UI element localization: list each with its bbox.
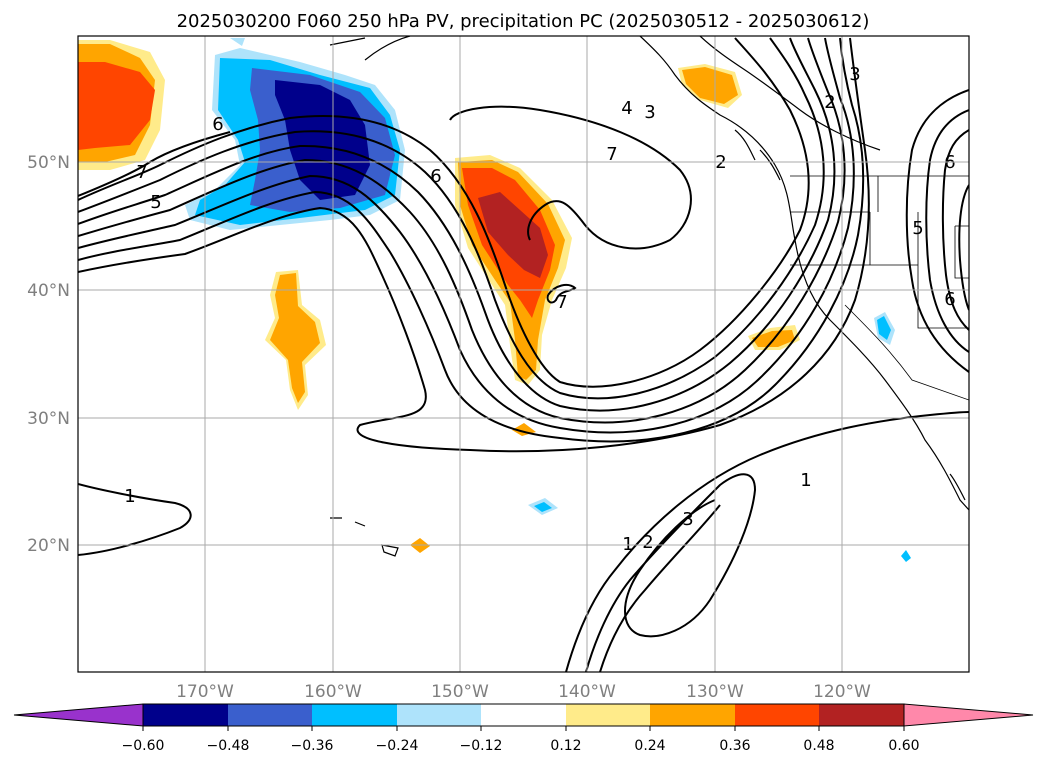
colorbar-segment [397, 704, 481, 726]
colorbar-tick-label: −0.60 [122, 738, 165, 754]
colorbar-ticks [142, 726, 905, 731]
colorbar: −0.60 −0.48 −0.36 −0.24 −0.12 0.12 0.24 … [13, 703, 1034, 754]
lon-label: 130°W [686, 682, 744, 702]
lon-label: 160°W [304, 682, 362, 702]
colorbar-tick-label: −0.48 [207, 738, 250, 754]
contour-label: 3 [644, 102, 655, 123]
colorbar-tick-label: 0.60 [888, 738, 919, 754]
lat-label: 50°N [27, 153, 70, 173]
colorbar-segment [735, 704, 819, 726]
state-borders [790, 175, 969, 401]
colorbar-extend-high [903, 703, 1034, 727]
latitude-labels: 50°N 40°N 30°N 20°N [27, 153, 70, 556]
contour-label: 3 [682, 509, 693, 530]
lon-label: 140°W [558, 682, 616, 702]
colorbar-tick-label: 0.36 [719, 738, 750, 754]
contour-label: 1 [800, 470, 811, 491]
colorbar-segment [566, 704, 650, 726]
map-title: 2025030200 F060 250 hPa PV, precipitatio… [177, 11, 870, 32]
colorbar-extend-low [13, 703, 144, 727]
lon-label: 120°W [813, 682, 871, 702]
contour-label: 5 [150, 192, 161, 213]
colorbar-segment [312, 704, 397, 726]
contour-label: 6 [212, 114, 223, 135]
lon-label: 150°W [431, 682, 489, 702]
coastlines [329, 36, 969, 557]
colorbar-segment [228, 704, 312, 726]
colorbar-tick-label: −0.12 [460, 738, 503, 754]
contour-label: 7 [606, 144, 617, 165]
contour-label: 6 [944, 289, 955, 310]
contour-label: 7 [556, 292, 567, 313]
colorbar-tick-labels: −0.60 −0.48 −0.36 −0.24 −0.12 0.12 0.24 … [122, 738, 920, 754]
colorbar-segment [481, 704, 566, 726]
contour-label: 2 [824, 92, 835, 113]
pv-contours [78, 37, 969, 672]
colorbar-segment [143, 704, 228, 726]
colorbar-tick-label: 0.24 [634, 738, 665, 754]
lat-label: 40°N [27, 281, 70, 301]
colorbar-tick-label: −0.24 [376, 738, 419, 754]
colorbar-tick-label: −0.36 [291, 738, 334, 754]
contour-label: 3 [849, 64, 860, 85]
colorbar-tick-label: 0.48 [803, 738, 834, 754]
contour-label: 1 [124, 486, 135, 507]
colorbar-segment [650, 704, 735, 726]
lat-label: 20°N [27, 536, 70, 556]
contour-label: 4 [621, 98, 632, 119]
longitude-labels: 170°W 160°W 150°W 140°W 130°W 120°W [176, 682, 871, 702]
colorbar-segment [819, 704, 904, 726]
colorbar-tick-label: 0.12 [550, 738, 581, 754]
contour-label: 6 [430, 166, 441, 187]
map-plot-area: 7 5 6 6 7 4 3 2 7 1 3 2 1 2 3 1 6 5 6 [78, 36, 969, 672]
map-frame [77, 35, 970, 673]
lon-label: 170°W [176, 682, 234, 702]
precip-pc-shading [78, 38, 911, 562]
contour-label: 7 [136, 162, 147, 183]
lat-label: 30°N [27, 409, 70, 429]
graticule [78, 36, 969, 672]
contour-label: 2 [642, 532, 653, 553]
colorbar-frame [142, 703, 905, 727]
